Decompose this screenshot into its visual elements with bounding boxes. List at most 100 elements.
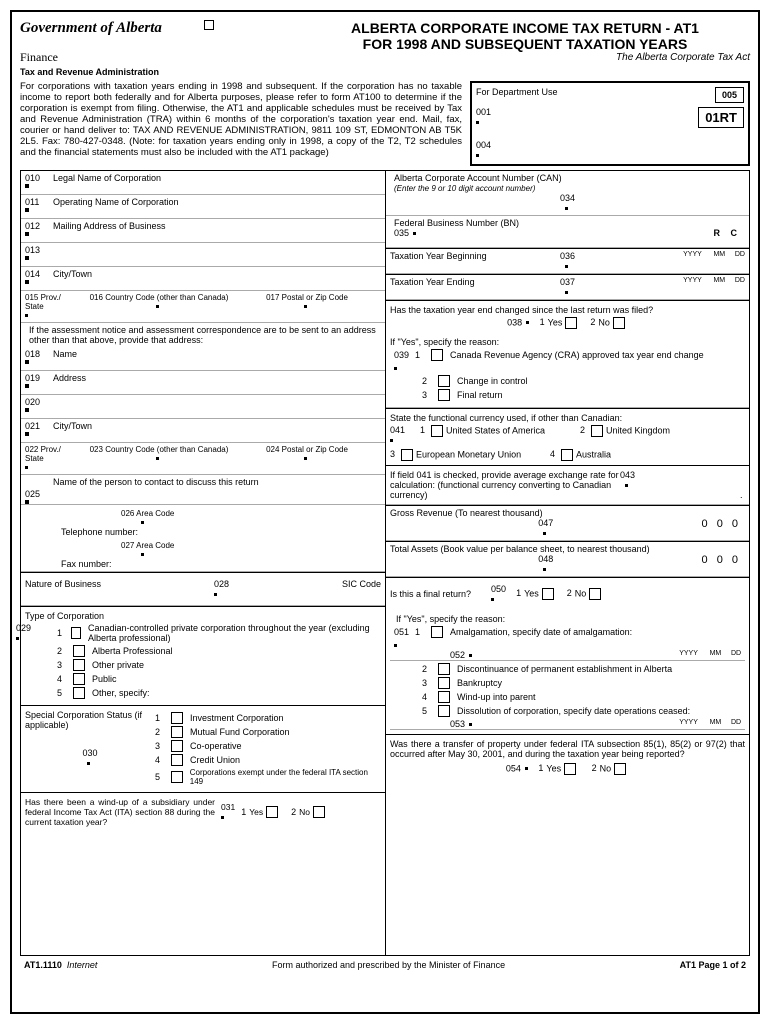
form-title-1: ALBERTA CORPORATE INCOME TAX RETURN - AT… xyxy=(300,20,750,36)
label-018: Name xyxy=(53,349,77,359)
chk-ct5[interactable] xyxy=(73,687,85,699)
ss3: Co-operative xyxy=(190,741,242,751)
ct4: Public xyxy=(92,674,117,684)
r051-5: Dissolution of corporation, specify date… xyxy=(457,706,690,716)
chk-051-3[interactable] xyxy=(438,677,450,689)
chk-038-no[interactable] xyxy=(613,317,625,329)
num-053: 053 xyxy=(450,719,465,729)
code-01rt: 01RT xyxy=(698,107,744,128)
box-005: 005 xyxy=(715,87,744,103)
spec-status-title: Special Corporation Status (if applicabl… xyxy=(25,710,142,730)
ss2: Mutual Fund Corporation xyxy=(190,727,290,737)
num-025: 025 xyxy=(25,489,40,504)
num-039: 039 xyxy=(394,350,409,360)
num-029: 029 xyxy=(16,623,31,633)
chk-051-1[interactable] xyxy=(431,626,443,638)
corp-type-title: Type of Corporation xyxy=(25,611,381,621)
label-037: Taxation Year Ending xyxy=(390,277,520,297)
tax-act: The Alberta Corporate Tax Act xyxy=(300,52,750,63)
fax-label: Fax number: xyxy=(61,559,381,569)
chk-050-no[interactable] xyxy=(589,588,601,600)
chk-ss5[interactable] xyxy=(171,771,183,783)
chk-041-1[interactable] xyxy=(431,425,443,437)
chk-039-3[interactable] xyxy=(438,389,450,401)
chk-031-no[interactable] xyxy=(313,806,325,818)
chk-051-5[interactable] xyxy=(438,705,450,717)
num-019: 019 xyxy=(25,373,40,388)
c041-3: European Monetary Union xyxy=(416,449,521,459)
chk-038-yes[interactable] xyxy=(565,317,577,329)
form-body: 010Legal Name of Corporation 011Operatin… xyxy=(20,170,750,956)
num-018: 018 xyxy=(25,349,40,364)
num-043: 043 xyxy=(620,470,635,480)
chk-039-1[interactable] xyxy=(431,349,443,361)
label-023: Country Code (other than Canada) xyxy=(105,445,228,454)
form-title-2: FOR 1998 AND SUBSEQUENT TAXATION YEARS xyxy=(300,36,750,52)
left-column: 010Legal Name of Corporation 011Operatin… xyxy=(21,171,386,955)
chk-054-yes[interactable] xyxy=(564,763,576,775)
footer-center: Form authorized and prescribed by the Mi… xyxy=(272,960,505,970)
q-041: State the functional currency used, if o… xyxy=(390,413,745,423)
chk-ss2[interactable] xyxy=(171,726,183,738)
area-027: 027 Area Code xyxy=(121,541,174,550)
area-026: 026 Area Code xyxy=(121,509,174,518)
logo-square xyxy=(204,20,214,30)
label-035: Federal Business Number (BN) xyxy=(394,218,519,228)
label-011: Operating Name of Corporation xyxy=(53,197,179,207)
chk-041-4[interactable] xyxy=(561,449,573,461)
dept-use-label: For Department Use xyxy=(476,87,558,103)
right-column: Alberta Corporate Account Number (CAN) (… xyxy=(386,171,749,955)
chk-041-3[interactable] xyxy=(401,449,413,461)
footer-code: AT1.1110 xyxy=(24,960,62,970)
n004: 004 xyxy=(476,140,491,150)
label-028: Nature of Business xyxy=(25,579,101,599)
ss1: Investment Corporation xyxy=(190,713,284,723)
chk-ct1[interactable] xyxy=(71,627,81,639)
chk-051-2[interactable] xyxy=(438,663,450,675)
chk-ct4[interactable] xyxy=(73,673,85,685)
ct2: Alberta Professional xyxy=(92,646,173,656)
chk-ct2[interactable] xyxy=(73,645,85,657)
ct1: Canadian-controlled private corporation … xyxy=(88,623,381,643)
label-034: Alberta Corporate Account Number (CAN) xyxy=(394,173,562,183)
chk-ss4[interactable] xyxy=(171,754,183,766)
zeros-048: 0 0 0 xyxy=(702,554,745,574)
chk-054-no[interactable] xyxy=(614,763,626,775)
chk-ss3[interactable] xyxy=(171,740,183,752)
label-025: Name of the person to contact to discuss… xyxy=(53,477,259,487)
r051-4: Wind-up into parent xyxy=(457,692,536,702)
ct5: Other, specify: xyxy=(92,688,150,698)
q-038: Has the taxation year end changed since … xyxy=(390,305,745,315)
r039-1: Canada Revenue Agency (CRA) approved tax… xyxy=(450,350,704,360)
chk-ct3[interactable] xyxy=(73,659,85,671)
num-041: 041 xyxy=(390,425,405,435)
q-039: If "Yes", specify the reason: xyxy=(390,337,745,347)
num-034: 034 xyxy=(560,193,575,203)
label-019: Address xyxy=(53,373,86,383)
label-036: Taxation Year Beginning xyxy=(390,251,520,271)
c041-4: Australia xyxy=(576,449,611,459)
chk-051-4[interactable] xyxy=(438,691,450,703)
tax-form-page: Government of Alberta Finance Tax and Re… xyxy=(10,10,760,1014)
chk-050-yes[interactable] xyxy=(542,588,554,600)
r051-1: Amalgamation, specify date of amalgamati… xyxy=(450,627,632,637)
chk-039-2[interactable] xyxy=(438,375,450,387)
intro-row: For corporations with taxation years end… xyxy=(20,81,750,166)
c041-2: United Kingdom xyxy=(606,425,670,435)
ss4: Credit Union xyxy=(190,755,240,765)
chk-ss1[interactable] xyxy=(171,712,183,724)
label-034-sub: (Enter the 9 or 10 digit account number) xyxy=(394,184,535,193)
label-010: Legal Name of Corporation xyxy=(53,173,161,183)
ct3: Other private xyxy=(92,660,144,670)
num-012: 012 xyxy=(25,221,40,236)
r051-2: Discontinuance of permanent establishmen… xyxy=(457,664,672,674)
header: Government of Alberta Finance Tax and Re… xyxy=(20,20,750,77)
dept-use-box: For Department Use 005 001 01RT 004 xyxy=(470,81,750,166)
chk-031-yes[interactable] xyxy=(266,806,278,818)
intro-text: For corporations with taxation years end… xyxy=(20,81,470,166)
chk-041-2[interactable] xyxy=(591,425,603,437)
num-038: 038 xyxy=(507,317,522,327)
alt-addr-text: If the assessment notice and assessment … xyxy=(21,323,385,347)
finance-label: Finance xyxy=(20,50,300,65)
num-050: 050 xyxy=(491,584,506,594)
